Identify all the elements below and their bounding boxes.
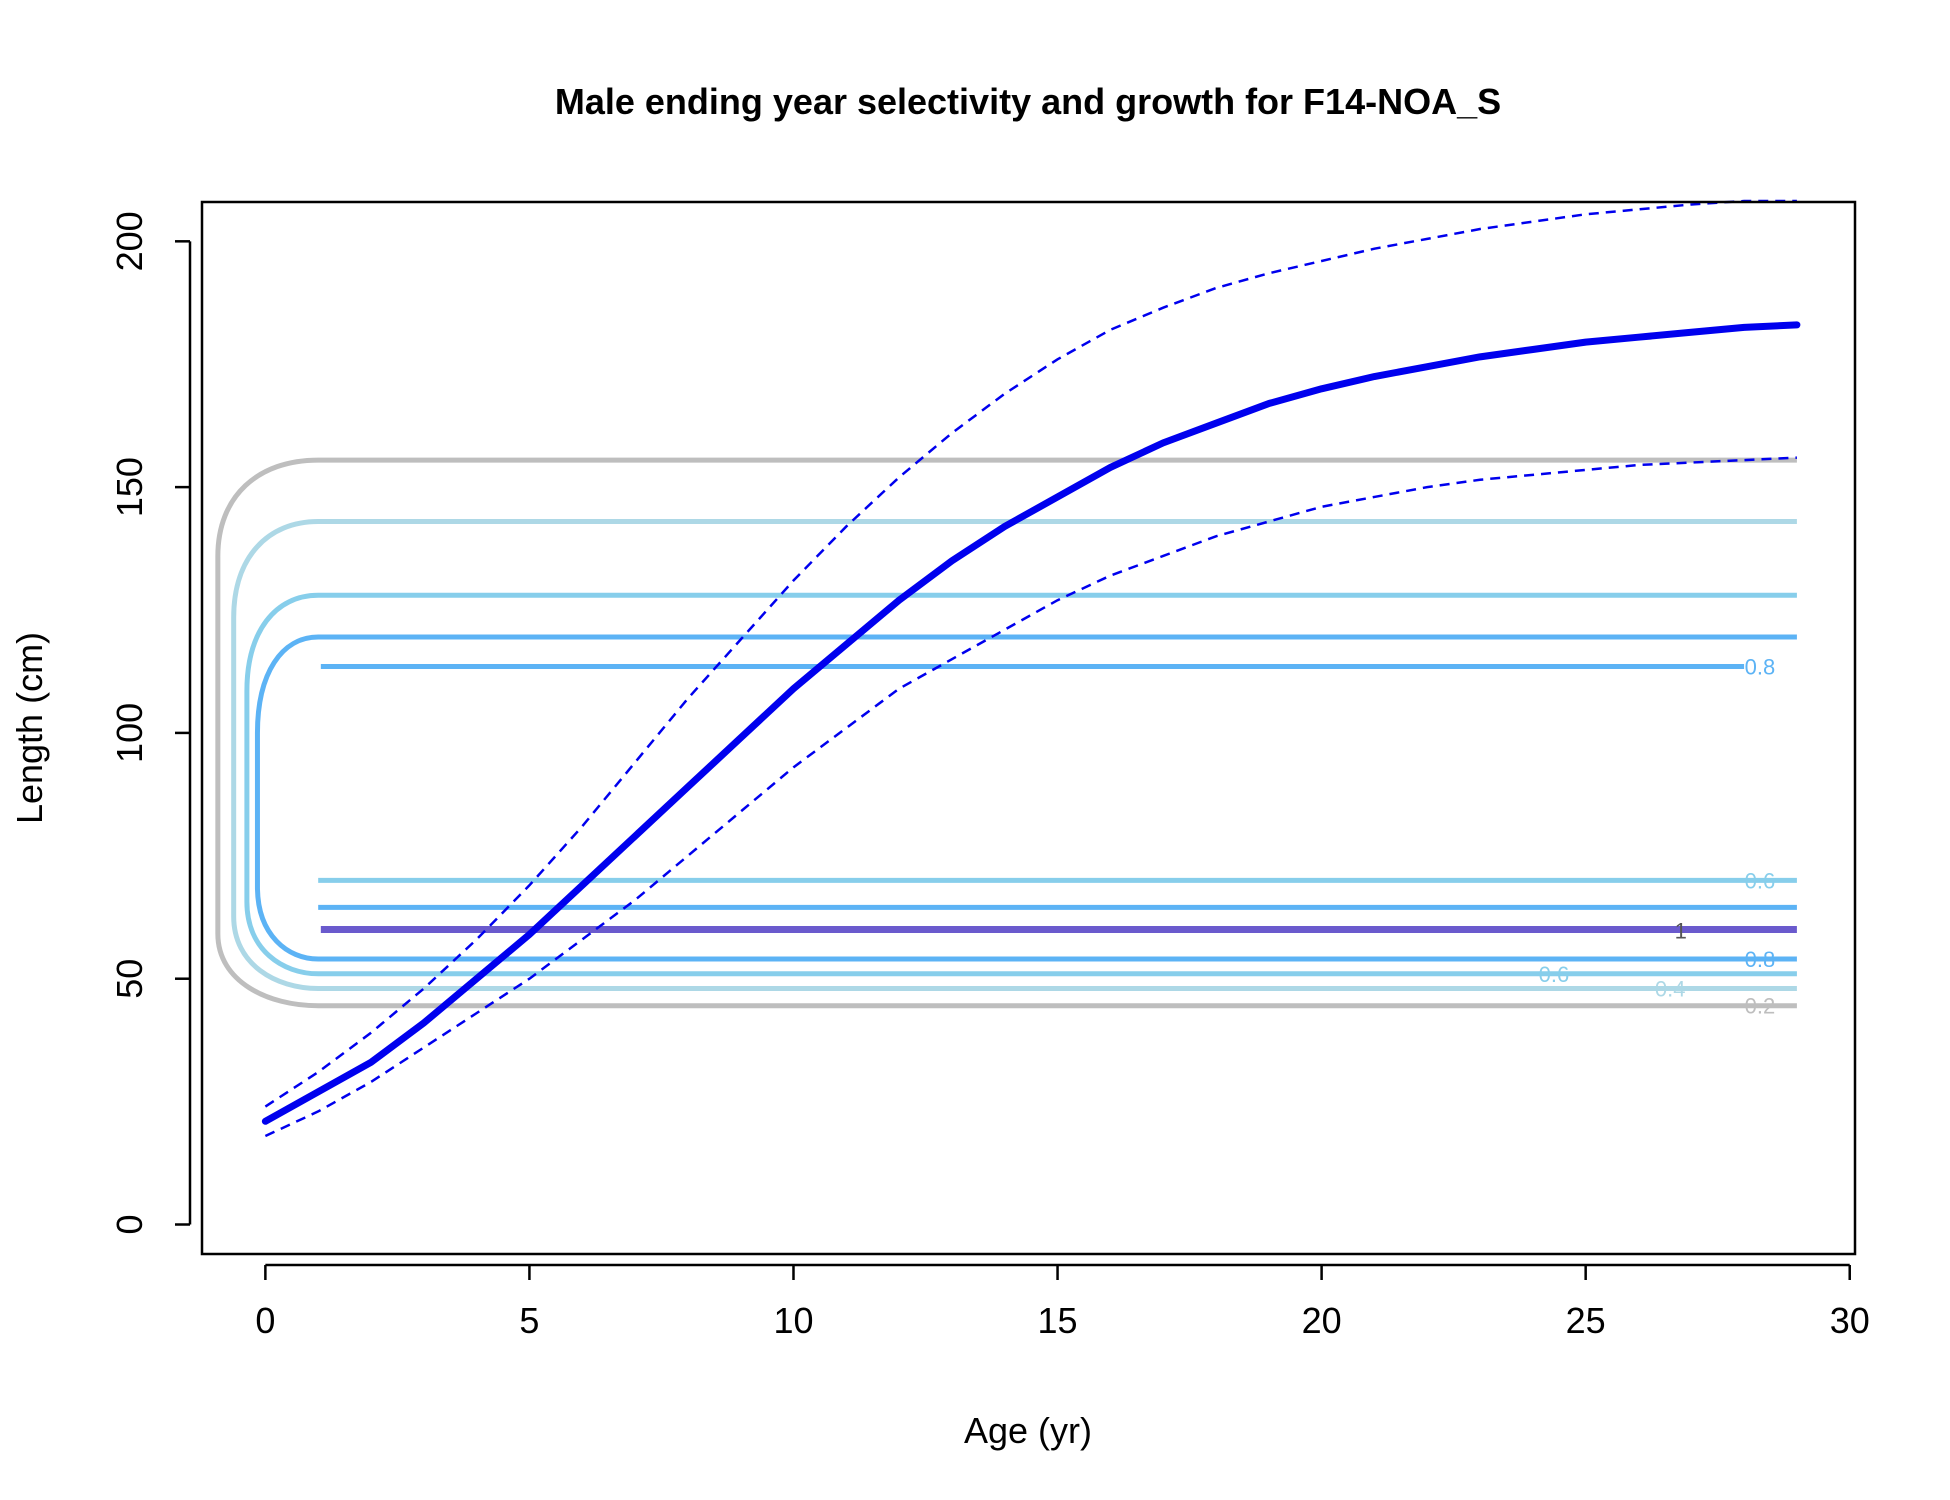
y-tick-label: 200 — [109, 211, 150, 271]
selectivity-contours — [215, 457, 1797, 1009]
y-axis: 0 50 100 150 200 — [109, 211, 192, 1235]
y-tick-label: 0 — [109, 1214, 150, 1234]
growth-curves — [261, 199, 1801, 1138]
x-tick-label: 0 — [255, 1300, 275, 1341]
x-axis: 0 5 10 15 20 25 30 — [255, 1263, 1870, 1341]
contour-line-0.2 — [215, 457, 1797, 1009]
contour-label-0.2-lower: 0.2 — [1745, 994, 1776, 1019]
y-tick-label: 100 — [109, 703, 150, 763]
x-tick-label: 25 — [1566, 1300, 1606, 1341]
contour-label-1: 1 — [1675, 919, 1687, 944]
x-tick-label: 15 — [1038, 1300, 1078, 1341]
contour-labels: 0.2 0.4 0.6 0.6 0.8 0.8 1 — [1539, 655, 1776, 1019]
contour-line-0.4 — [231, 519, 1797, 992]
contour-label-0.6-lower: 0.6 — [1539, 962, 1570, 987]
x-tick-label: 10 — [773, 1300, 813, 1341]
y-tick-label: 50 — [109, 959, 150, 999]
growth-upper-bound-line — [264, 199, 1797, 1108]
contour-label-0.4-lower: 0.4 — [1655, 977, 1686, 1002]
growth-lower-bound-line — [264, 456, 1797, 1138]
contour-label-0.8-lower: 0.8 — [1745, 947, 1776, 972]
x-tick-label: 5 — [519, 1300, 539, 1341]
contour-label-0.6-upper: 0.6 — [1745, 868, 1776, 893]
contour-line-0.6 — [244, 592, 1797, 977]
x-tick-label: 30 — [1830, 1300, 1870, 1341]
contour-label-0.8-upper: 0.8 — [1745, 655, 1776, 680]
plot-frame — [200, 200, 1857, 1256]
x-axis-label: Age (yr) — [964, 1410, 1092, 1451]
x-tick-label: 20 — [1302, 1300, 1342, 1341]
chart-title: Male ending year selectivity and growth … — [555, 81, 1501, 122]
contour-line-0.8 — [254, 634, 1797, 962]
growth-mean-line — [261, 321, 1801, 1125]
y-axis-label: Length (cm) — [9, 632, 50, 824]
y-tick-label: 150 — [109, 457, 150, 517]
